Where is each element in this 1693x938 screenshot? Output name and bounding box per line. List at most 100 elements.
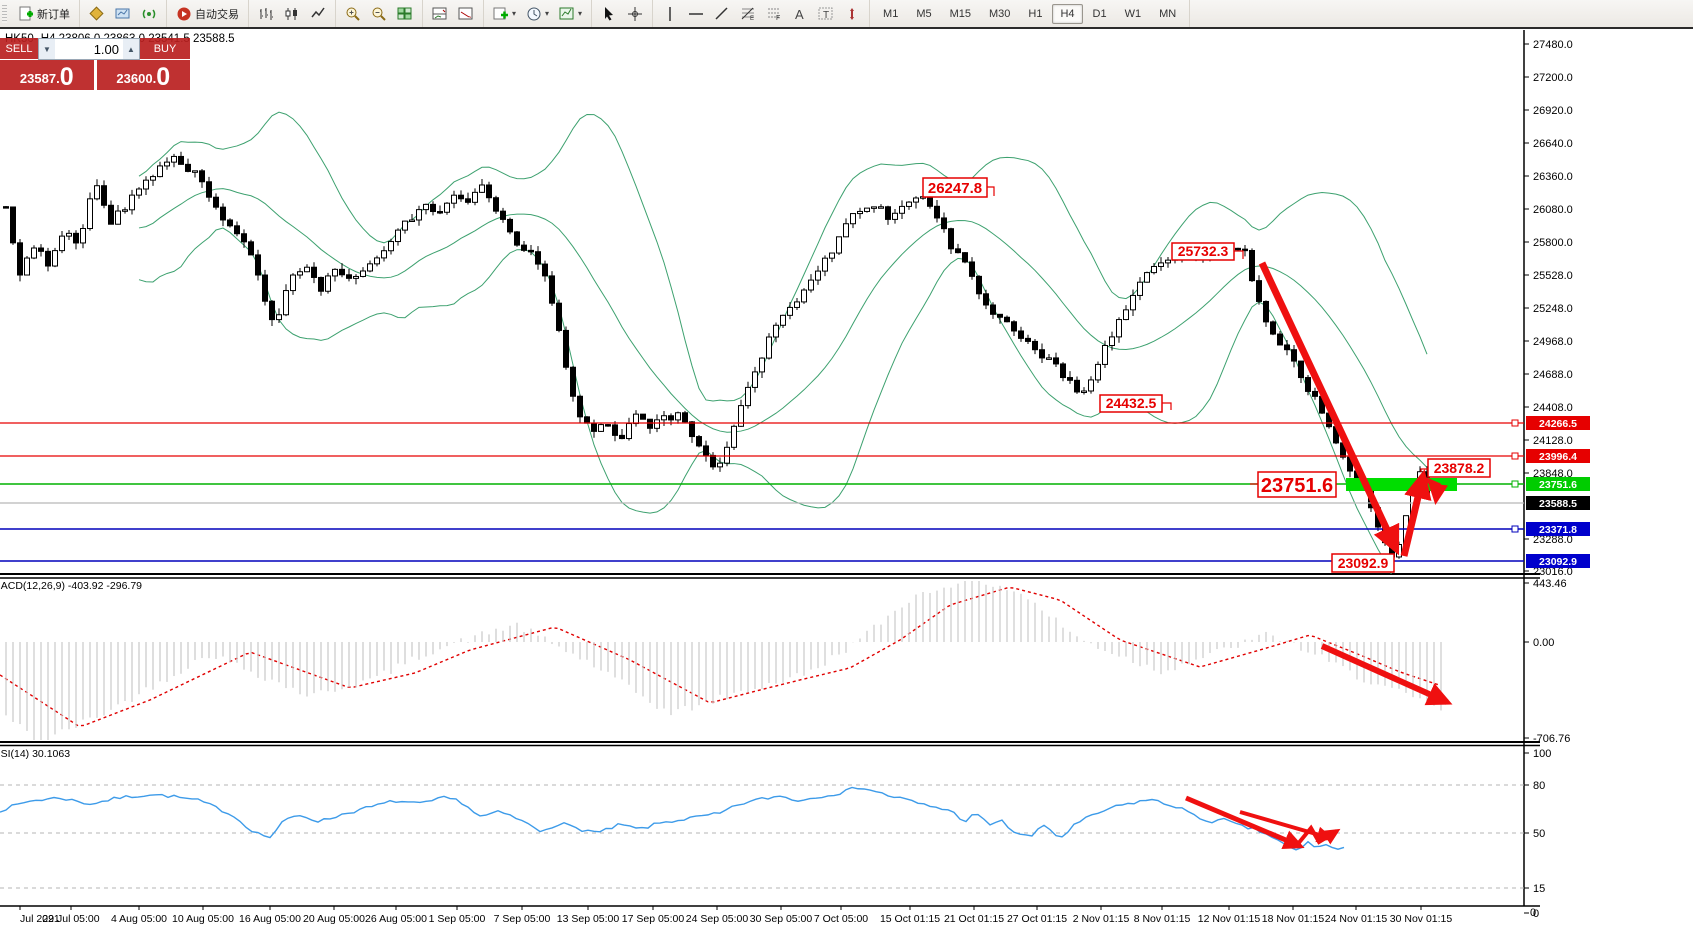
fibo-icon: E (740, 6, 756, 22)
timeframe-D1-button[interactable]: D1 (1092, 7, 1107, 20)
crosshair-button[interactable] (622, 3, 648, 25)
volume-decrease-button[interactable]: ▼ (39, 39, 55, 59)
toolbar-group-4 (336, 0, 423, 27)
price-annotation[interactable]: 26247.8 (922, 177, 995, 198)
annotation-text: 24432.5 (1106, 395, 1157, 411)
label-t-button[interactable]: T (813, 3, 839, 25)
objects-list-button[interactable] (453, 3, 479, 25)
fibo-f-button[interactable]: F (761, 3, 787, 25)
annotation-text: 25732.3 (1178, 243, 1229, 259)
annotation-text: 23878.2 (1434, 460, 1485, 476)
cursor-button[interactable] (596, 3, 622, 25)
svg-text:23092.9: 23092.9 (1539, 556, 1577, 568)
sell-button[interactable]: SELL (0, 38, 38, 60)
macd-tick-label: 443.46 (1533, 578, 1567, 590)
line-chart-button[interactable] (305, 3, 331, 25)
candle-chart-button[interactable] (279, 3, 305, 25)
buy-button[interactable]: BUY (140, 38, 190, 60)
sell-price[interactable]: 23587. 0 (0, 60, 94, 90)
timeframe-group: M1 M5 M15 M30 H1 H4 D1 W1 MN (870, 0, 1191, 27)
doc-plus-icon (18, 6, 34, 22)
price-annotation[interactable]: 23878.2 (1420, 458, 1491, 478)
vline-button[interactable] (657, 3, 683, 25)
time-axis-label: 26 Aug 05:00 (365, 913, 427, 925)
macd-signal-line (0, 586, 1441, 727)
toolbar-group-3 (249, 0, 336, 27)
zoom-out-button[interactable] (366, 3, 392, 25)
macd-pane (0, 586, 1441, 727)
trend-arrow-4[interactable] (1185, 795, 1305, 850)
price-annotation[interactable]: 23092.9 (1331, 553, 1395, 573)
toolbar-group-2: 自动交易 (167, 0, 249, 27)
zoom-in-button[interactable] (340, 3, 366, 25)
fibo-f-icon: F (766, 6, 782, 22)
volume-increase-button[interactable]: ▲ (123, 39, 139, 59)
buy-price[interactable]: 23600. 0 (96, 60, 190, 90)
clock-button[interactable]: ▾ (521, 3, 554, 25)
price-annotation[interactable]: 24432.5 (1099, 394, 1172, 413)
price-annotation[interactable]: 25732.3 (1171, 242, 1244, 261)
zoom-out-icon (371, 6, 387, 22)
profile-button[interactable] (110, 3, 136, 25)
tile-windows-button[interactable] (392, 3, 418, 25)
volume-input[interactable]: 1.00 (55, 39, 123, 59)
time-axis-label: 24 Nov 01:15 (1325, 913, 1388, 925)
price-tick-label: 25248.0 (1533, 303, 1573, 315)
price-tick-label: 26080.0 (1533, 204, 1573, 216)
trend-arrow-1[interactable] (1400, 469, 1432, 557)
rsi-tick-label: 80 (1533, 780, 1545, 792)
timeframe-H1-button[interactable]: H1 (1028, 7, 1043, 20)
svg-text:23371.8: 23371.8 (1539, 524, 1577, 536)
trend-arrow-3[interactable] (1320, 643, 1453, 706)
time-axis-label: 30 Nov 01:15 (1390, 913, 1453, 925)
time-axis-label: 17 Sep 05:00 (622, 913, 685, 925)
objects-list-icon (458, 6, 474, 22)
svg-text:23751.6: 23751.6 (1539, 479, 1577, 491)
rsi-tick-label: 0 (1533, 908, 1539, 920)
trend-arrow-6[interactable] (1295, 824, 1341, 847)
trend-arrow-0[interactable] (1258, 261, 1400, 556)
price-tick-label: 23016.0 (1533, 566, 1573, 578)
arrows-tool-button[interactable] (839, 3, 865, 25)
fibo-button[interactable]: E (735, 3, 761, 25)
time-axis-label: 21 Oct 01:15 (944, 913, 1004, 925)
signal-button[interactable] (136, 3, 162, 25)
price-tick-label: 25528.0 (1533, 270, 1573, 282)
toolbar-grip[interactable] (2, 4, 7, 23)
svg-text:23588.5: 23588.5 (1539, 498, 1577, 510)
time-axis-label: 1 Sep 05:00 (429, 913, 486, 925)
timeframe-M30-button[interactable]: M30 (989, 7, 1011, 20)
rsi-tick-label: 50 (1533, 828, 1545, 840)
rsi-tick-label: 100 (1533, 748, 1551, 760)
text-a-button[interactable]: A (787, 3, 813, 25)
toolbar-group-5 (423, 0, 484, 27)
bar-chart-button[interactable] (253, 3, 279, 25)
trend-arrow-2[interactable] (1423, 476, 1449, 505)
timeframe-M1-button[interactable]: M1 (883, 7, 899, 20)
template-icon (559, 6, 575, 22)
timeframe-H4-button[interactable]: H4 (1052, 3, 1083, 24)
indicator-window-button[interactable] (427, 3, 453, 25)
time-axis-label: 10 Aug 05:00 (172, 913, 234, 925)
time-axis-label: 15 Oct 01:15 (880, 913, 940, 925)
gold-cube-button[interactable] (84, 3, 110, 25)
text-a-icon: A (792, 6, 808, 22)
hline-button[interactable] (683, 3, 709, 25)
timeframe-W1-button[interactable]: W1 (1124, 7, 1142, 20)
doc-plus-button[interactable]: 新订单 (13, 3, 75, 25)
trendline-button[interactable] (709, 3, 735, 25)
price-annotation[interactable]: 23751.6 (1250, 471, 1337, 498)
autotrade-button[interactable]: 自动交易 (171, 3, 244, 25)
price-tick-label: 24128.0 (1533, 435, 1573, 447)
time-axis-label: 2 Nov 01:15 (1073, 913, 1130, 925)
time-axis-label: 29 Jul 05:00 (42, 913, 99, 925)
add-indicator-button[interactable]: ▾ (488, 3, 521, 25)
time-axis-label: 16 Aug 05:00 (239, 913, 301, 925)
bar-chart-icon (258, 6, 274, 22)
timeframe-M5-button[interactable]: M5 (916, 7, 932, 20)
timeframe-MN-button[interactable]: MN (1159, 7, 1177, 20)
toolbar-group-1 (80, 0, 167, 27)
template-button[interactable]: ▾ (554, 3, 587, 25)
timeframe-M15-button[interactable]: M15 (949, 7, 972, 20)
